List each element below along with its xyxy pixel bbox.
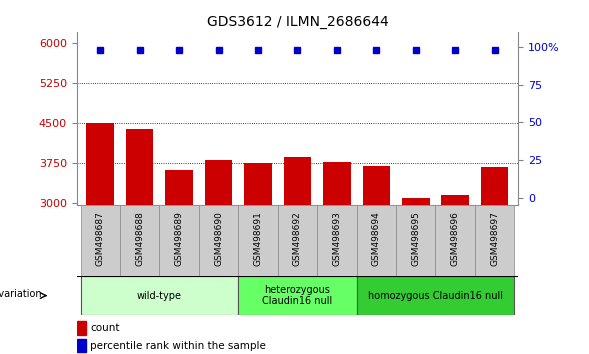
Text: homozygous Claudin16 null: homozygous Claudin16 null	[368, 291, 503, 301]
Text: GSM498688: GSM498688	[135, 211, 144, 266]
Text: GSM498691: GSM498691	[253, 211, 263, 266]
Bar	[244, 163, 272, 205]
Bar	[239, 205, 278, 276]
Text: GSM498696: GSM498696	[451, 211, 459, 266]
Text: GSM498697: GSM498697	[490, 211, 499, 266]
Bar	[396, 205, 435, 276]
Bar	[435, 205, 475, 276]
Bar	[481, 167, 508, 205]
Bar	[475, 205, 514, 276]
Bar	[77, 339, 86, 352]
Bar	[323, 162, 350, 205]
Bar	[284, 157, 311, 205]
Bar	[205, 160, 233, 205]
Bar	[356, 205, 396, 276]
Bar	[199, 205, 239, 276]
Text: GSM498694: GSM498694	[372, 211, 381, 266]
Bar	[81, 276, 239, 315]
Bar	[239, 276, 356, 315]
Title: GDS3612 / ILMN_2686644: GDS3612 / ILMN_2686644	[207, 16, 388, 29]
Bar	[81, 205, 120, 276]
Text: heterozygous
Claudin16 null: heterozygous Claudin16 null	[262, 285, 333, 307]
Bar	[317, 205, 356, 276]
Bar	[126, 129, 154, 205]
Bar	[166, 170, 193, 205]
Bar	[441, 195, 469, 205]
Text: percentile rank within the sample: percentile rank within the sample	[91, 341, 266, 350]
Bar	[160, 205, 199, 276]
Text: GSM498692: GSM498692	[293, 211, 302, 266]
Bar	[402, 198, 429, 205]
Text: genotype/variation: genotype/variation	[0, 289, 42, 299]
Text: count: count	[91, 323, 120, 333]
Bar	[120, 205, 160, 276]
Text: GSM498693: GSM498693	[332, 211, 342, 266]
Bar	[278, 205, 317, 276]
Text: wild-type: wild-type	[137, 291, 182, 301]
Bar	[77, 321, 86, 335]
Text: GSM498690: GSM498690	[214, 211, 223, 266]
Bar	[362, 166, 390, 205]
Text: GSM498695: GSM498695	[411, 211, 421, 266]
Bar	[356, 276, 514, 315]
Bar	[87, 122, 114, 205]
Text: GSM498687: GSM498687	[96, 211, 105, 266]
Text: GSM498689: GSM498689	[174, 211, 184, 266]
